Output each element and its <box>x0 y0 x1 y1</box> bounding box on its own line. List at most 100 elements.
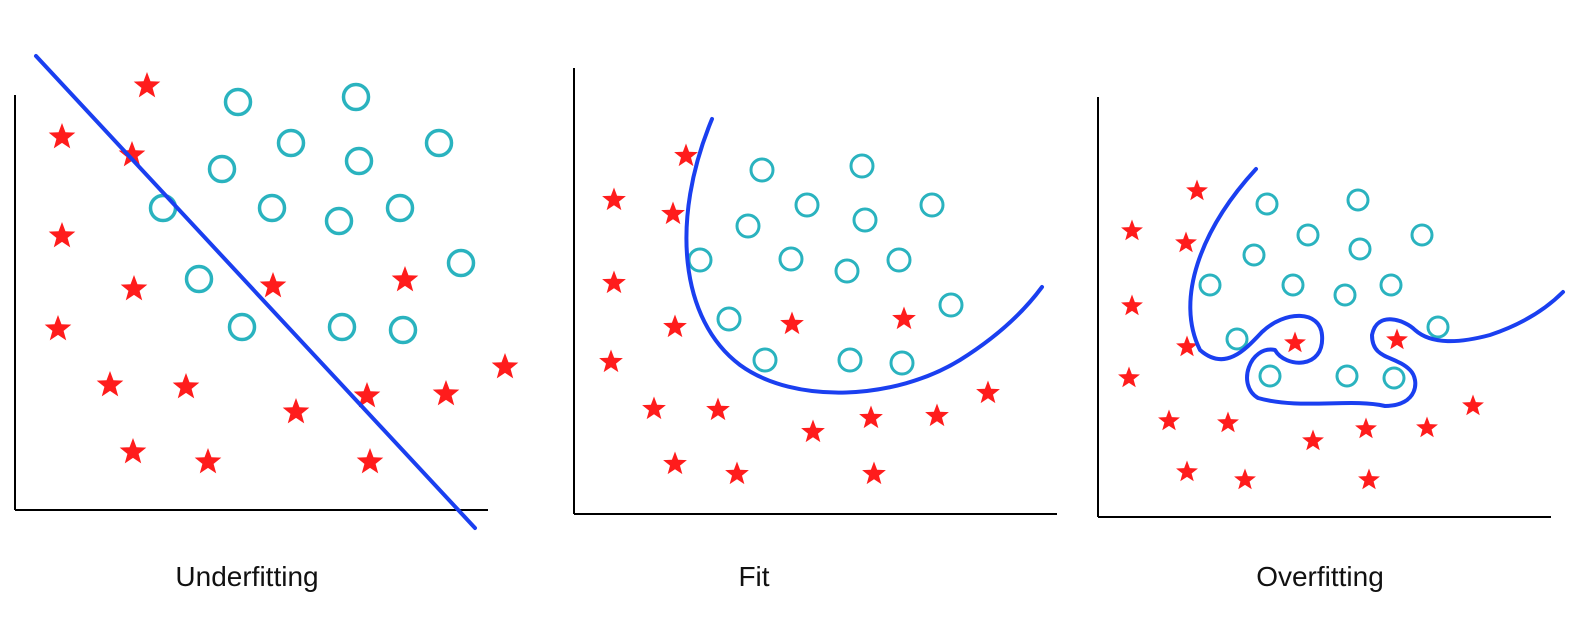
teal-circle-icon <box>227 312 257 342</box>
teal-circle-icon <box>1410 223 1434 247</box>
red-star-icon <box>801 419 825 443</box>
teal-circle-icon <box>749 157 775 183</box>
teal-circle-icon <box>849 153 875 179</box>
red-star-icon <box>133 72 161 98</box>
red-star-icon <box>259 272 287 298</box>
points-overfitting <box>1118 179 1484 490</box>
teal-circle-icon <box>184 264 214 294</box>
red-star-icon <box>1416 416 1438 438</box>
red-star-icon <box>48 222 76 248</box>
points-underfitting <box>44 72 519 474</box>
teal-circle-icon <box>1225 327 1249 351</box>
red-star-icon <box>1462 394 1484 416</box>
decision-boundary-straight-line <box>34 54 477 530</box>
teal-circle-icon <box>327 312 357 342</box>
teal-circle-icon <box>889 350 915 376</box>
teal-circle-icon <box>716 306 742 332</box>
teal-circle-icon <box>1335 364 1359 388</box>
teal-circle-icon <box>1281 273 1305 297</box>
red-star-icon <box>1186 179 1208 201</box>
red-star-icon <box>1118 366 1140 388</box>
red-star-icon <box>1217 411 1239 433</box>
red-star-icon <box>1121 219 1143 241</box>
panel-fit <box>573 68 1057 515</box>
decision-boundary-wiggly-curve <box>1188 167 1565 408</box>
teal-circle-icon <box>938 292 964 318</box>
red-star-icon <box>642 396 666 420</box>
red-star-icon <box>706 397 730 421</box>
axes-underfitting <box>14 95 488 511</box>
teal-circle-icon <box>1382 366 1406 390</box>
teal-circle-icon <box>1346 188 1370 212</box>
panel-label-underfitting: Underfitting <box>175 561 319 592</box>
teal-circle-icon <box>752 347 778 373</box>
decision-boundary-smooth-curve <box>684 117 1044 395</box>
teal-circle-icon <box>341 82 371 112</box>
red-star-icon <box>602 187 626 211</box>
teal-circle-icon <box>919 192 945 218</box>
teal-circle-icon <box>388 315 418 345</box>
red-star-icon <box>44 315 72 341</box>
teal-circle-icon <box>1258 364 1282 388</box>
red-star-icon <box>48 123 76 149</box>
teal-circle-icon <box>837 347 863 373</box>
red-star-icon <box>1358 468 1380 490</box>
panel-overfitting <box>1097 97 1565 518</box>
red-star-icon <box>602 270 626 294</box>
teal-circle-icon <box>1333 283 1357 307</box>
boundary-overfitting <box>1188 167 1565 408</box>
axes-fit <box>573 68 1057 515</box>
red-star-icon <box>119 438 147 464</box>
teal-circle-icon <box>1198 273 1222 297</box>
teal-circle-icon <box>385 193 415 223</box>
red-star-icon <box>925 403 949 427</box>
red-star-icon <box>194 448 222 474</box>
teal-circle-icon <box>446 248 476 278</box>
red-star-icon <box>1176 335 1198 357</box>
teal-circle-icon <box>1348 237 1372 261</box>
teal-circle-icon <box>1296 223 1320 247</box>
red-star-icon <box>120 275 148 301</box>
red-star-icon <box>859 405 883 429</box>
red-star-icon <box>118 141 146 167</box>
red-star-icon <box>663 451 687 475</box>
teal-circle-icon <box>735 213 761 239</box>
red-star-icon <box>780 311 804 335</box>
red-star-icon <box>1176 460 1198 482</box>
red-star-icon <box>1121 294 1143 316</box>
red-star-icon <box>1158 409 1180 431</box>
red-star-icon <box>1302 429 1324 451</box>
red-star-icon <box>353 382 381 408</box>
red-star-icon <box>663 314 687 338</box>
axes-overfitting <box>1097 97 1551 518</box>
red-star-icon <box>976 380 1000 404</box>
red-star-icon <box>356 448 384 474</box>
red-star-icon <box>1284 331 1306 353</box>
teal-circle-icon <box>207 154 237 184</box>
teal-circle-icon <box>424 128 454 158</box>
red-star-icon <box>892 306 916 330</box>
red-star-icon <box>674 143 698 167</box>
red-star-icon <box>491 353 519 379</box>
teal-circle-icon <box>778 246 804 272</box>
teal-circle-icon <box>324 206 354 236</box>
teal-circle-icon <box>886 247 912 273</box>
teal-circle-icon <box>794 192 820 218</box>
red-star-icon <box>391 266 419 292</box>
teal-circle-icon <box>687 247 713 273</box>
red-star-icon <box>1234 468 1256 490</box>
teal-circle-icon <box>1379 273 1403 297</box>
boundary-underfitting <box>34 54 477 530</box>
red-star-icon <box>432 380 460 406</box>
points-fit <box>599 143 1000 485</box>
red-star-icon <box>96 371 124 397</box>
teal-circle-icon <box>1426 315 1450 339</box>
red-star-icon <box>725 461 749 485</box>
teal-circle-icon <box>1242 243 1266 267</box>
teal-circle-icon <box>257 193 287 223</box>
teal-circle-icon <box>1255 192 1279 216</box>
red-star-icon <box>1355 417 1377 439</box>
teal-circle-icon <box>834 258 860 284</box>
teal-circle-icon <box>276 128 306 158</box>
